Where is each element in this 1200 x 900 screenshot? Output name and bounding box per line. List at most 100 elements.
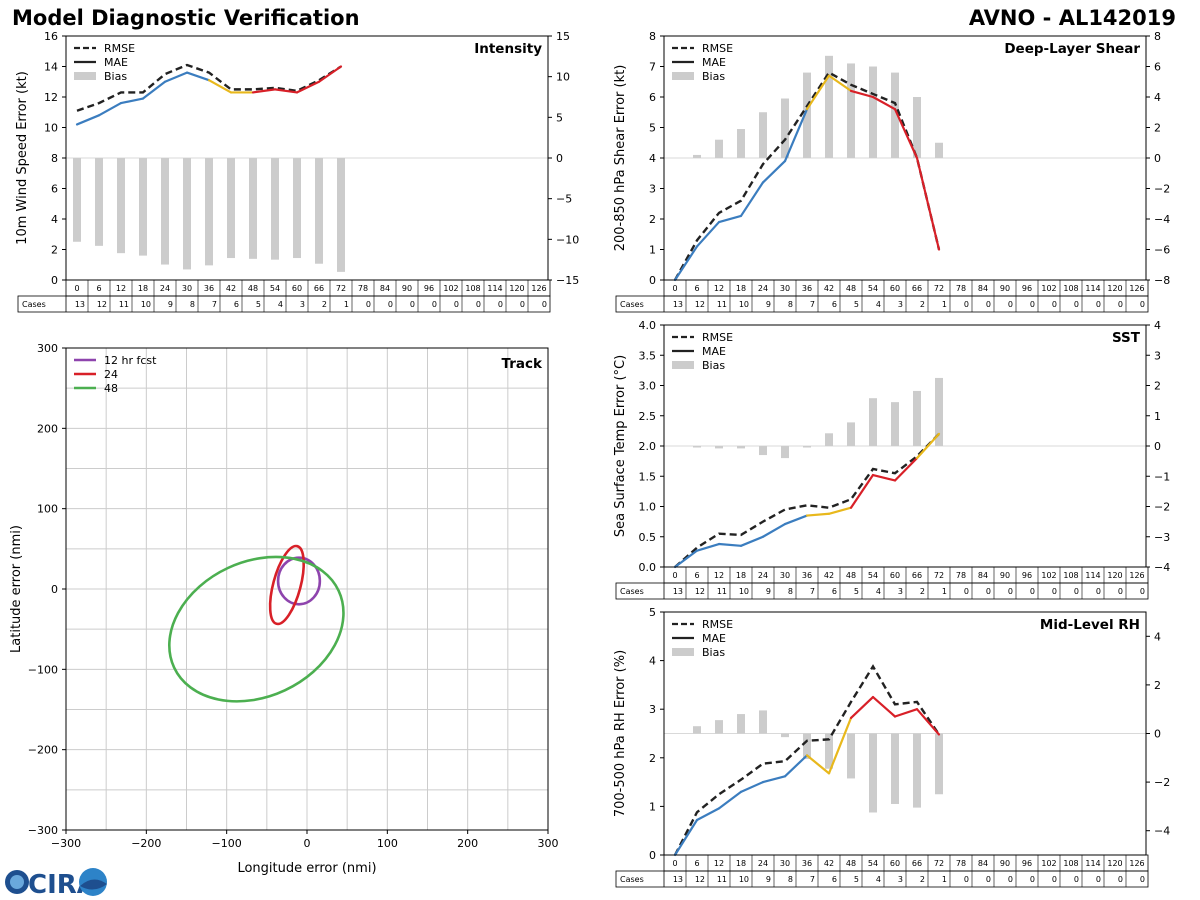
rh-hour-cell: 42 (824, 859, 834, 868)
sst-case-cell: 7 (810, 587, 815, 596)
intensity-bias-bar (95, 158, 103, 246)
intensity-case-cell: 9 (168, 300, 173, 309)
track-xlabel: Longitude error (nmi) (237, 861, 376, 876)
sst-hour-cell: 90 (1000, 571, 1010, 580)
sst-title: SST (1112, 330, 1141, 346)
shear-y2tick-label: 8 (1154, 30, 1161, 43)
sst-hour-cell: 12 (714, 571, 724, 580)
intensity-hour-cell: 30 (182, 284, 192, 293)
intensity-case-cell: 6 (234, 300, 239, 309)
sst-mae-segment (849, 473, 875, 509)
shear-cases-row (615, 295, 1149, 313)
shear-bias-bar (913, 97, 921, 158)
legend-rmse-label: RMSE (702, 618, 733, 631)
rh-ylabel: 700-500 hPa RH Error (%) (613, 650, 628, 817)
sst-y2tick-label: −4 (1154, 561, 1170, 574)
sst-ytick-label: 0.0 (639, 561, 657, 574)
shear-y2tick-label: 0 (1154, 152, 1161, 165)
shear-rmse-line (673, 71, 941, 281)
rh-hour-cell: 120 (1107, 859, 1122, 868)
sst-ylabel: Sea Surface Temp Error (°C) (613, 355, 628, 537)
sst-hour-cell: 102 (1041, 571, 1056, 580)
sst-hour-cell: 96 (1022, 571, 1032, 580)
sst-hour-cell: 18 (736, 571, 746, 580)
sst-case-cell: 1 (942, 587, 947, 596)
shear-ytick-label: 1 (649, 244, 656, 257)
intensity-hour-cell: 24 (160, 284, 170, 293)
intensity-bias-bar (337, 158, 345, 272)
intensity-mae-segment (273, 88, 299, 94)
rh-hour-cell: 30 (780, 859, 790, 868)
sst-hour-cell: 66 (912, 571, 922, 580)
sst-case-cell: 0 (1074, 587, 1079, 596)
legend-bias-label: Bias (702, 359, 725, 372)
sst-case-cell: 10 (739, 587, 749, 596)
intensity-mae-segment (75, 114, 101, 126)
legend-mae-label: MAE (702, 632, 726, 645)
intensity-bias-bar (183, 158, 191, 270)
rh-case-cell: 0 (1096, 875, 1101, 884)
shear-ytick-label: 4 (649, 152, 656, 165)
rh-hour-cell: 48 (846, 859, 856, 868)
shear-title: Deep-Layer Shear (1004, 41, 1140, 57)
sst-case-cell: 0 (1030, 587, 1035, 596)
intensity-mae-segment (141, 80, 167, 100)
rh-cases-label: Cases (620, 875, 644, 884)
intensity-case-cell: 3 (300, 300, 305, 309)
intensity-y2tick-label: 10 (556, 71, 570, 84)
sst-hour-cell: 126 (1129, 571, 1144, 580)
sst-y2tick-label: 3 (1154, 349, 1161, 362)
shear-case-cell: 0 (1052, 300, 1057, 309)
shear-hour-cell: 36 (802, 284, 812, 293)
shear-bias-bar (759, 112, 767, 158)
rh-case-cell: 6 (832, 875, 837, 884)
page-title: Model Diagnostic Verification (12, 6, 360, 30)
shear-case-cell: 0 (1140, 300, 1145, 309)
sst-hour-cell: 48 (846, 571, 856, 580)
legend-bias-swatch (672, 648, 694, 656)
shear-y2tick-label: −8 (1154, 274, 1170, 287)
sst-ytick-label: 4.0 (639, 319, 657, 332)
rh-mae-segment (827, 716, 853, 775)
shear-case-cell: 0 (1008, 300, 1013, 309)
intensity-hour-cell: 72 (336, 284, 346, 293)
shear-ytick-label: 0 (649, 274, 656, 287)
rh-ytick-label: 3 (649, 703, 656, 716)
rh-mae-segment (915, 708, 941, 736)
legend-rmse-label: RMSE (702, 331, 733, 344)
shear-case-cell: 7 (810, 300, 815, 309)
shear-hour-cell: 90 (1000, 284, 1010, 293)
intensity-case-cell: 0 (454, 300, 459, 309)
sst-ytick-label: 1.5 (639, 470, 657, 483)
rh-mae-segment (783, 754, 809, 778)
shear-mae-segment (783, 108, 809, 163)
storm-id-title: AVNO - AL142019 (968, 6, 1176, 30)
intensity-bias-bar (161, 158, 169, 265)
legend-rmse-label: RMSE (702, 42, 733, 55)
shear-bias-bar (693, 154, 701, 158)
rh-hour-cell: 24 (758, 859, 768, 868)
sst-y2tick-label: 2 (1154, 380, 1161, 393)
rh-hour-cell: 96 (1022, 859, 1032, 868)
track-xtick-label: 100 (377, 837, 398, 850)
rh-bias-bar (825, 733, 833, 769)
sst-bias-bar (781, 446, 789, 459)
shear-ytick-label: 5 (649, 122, 656, 135)
shear-hour-cell: 0 (672, 284, 677, 293)
shear-bias-bar (891, 72, 899, 158)
shear-hour-cell: 108 (1063, 284, 1078, 293)
legend-bias-swatch (672, 72, 694, 80)
sst-hour-cell: 42 (824, 571, 834, 580)
shear-y2tick-label: 2 (1154, 122, 1161, 135)
shear-y2tick-label: −6 (1154, 244, 1170, 257)
sst-ytick-label: 3.0 (639, 380, 657, 393)
rh-hour-cell: 102 (1041, 859, 1056, 868)
intensity-hour-cell: 126 (531, 284, 546, 293)
intensity-bias-bar (139, 158, 147, 256)
shear-hour-cell: 24 (758, 284, 768, 293)
track-panel: −300−300 −200 −200 −100 −100 0 0 100 100 200 200 30… (9, 342, 559, 876)
shear-bias-bar (781, 98, 789, 158)
rh-hour-cell: 84 (978, 859, 988, 868)
rh-hour-cell: 66 (912, 859, 922, 868)
intensity-hour-cell: 114 (487, 284, 502, 293)
